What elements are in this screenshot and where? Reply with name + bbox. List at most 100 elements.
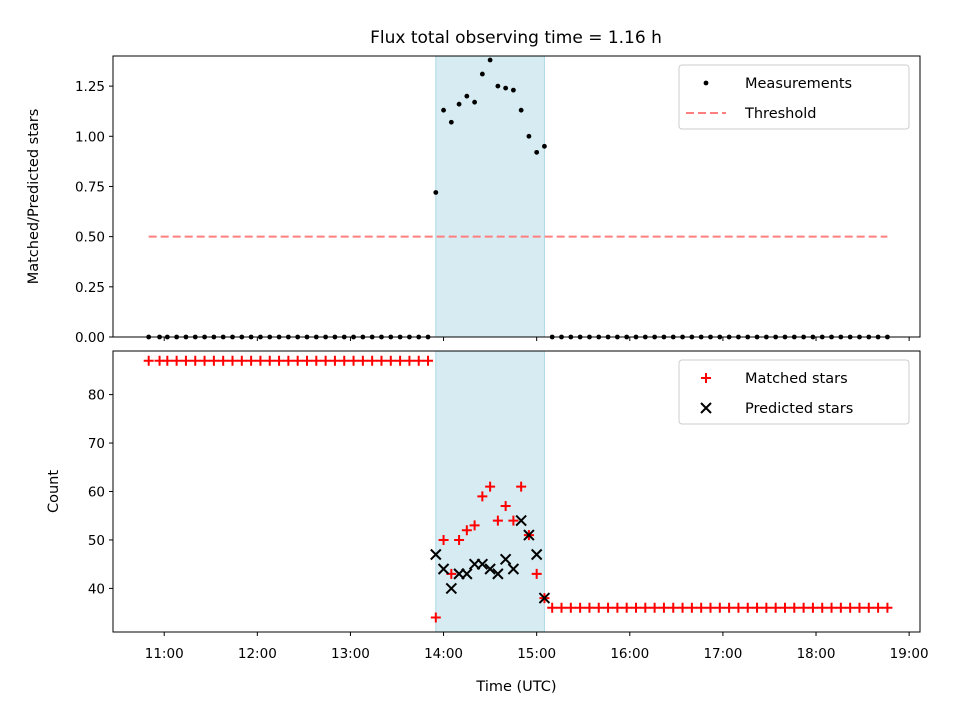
series-matched-stars [143,355,893,623]
predicted-point [461,568,473,580]
matched-point [649,602,660,613]
matched-point [190,355,201,366]
measurement-point [433,190,439,195]
legend-box [678,64,910,130]
x-tick-label: 11:00 [145,646,184,662]
panel-1: 0.00 0.25 0.50 0.75 1.00 1.25 Matched/Predicte… [26,55,921,346]
predicted-point [515,514,527,527]
measurement-point [503,85,509,91]
predicted-point [484,563,496,575]
matched-point [584,602,595,613]
predicted-point [499,553,512,566]
x-tick-label: 13:00 [331,646,370,662]
matched-point [789,602,800,613]
matched-point [255,355,266,366]
matched-point [612,602,623,613]
y-tick-label: 50 [88,533,105,549]
measurement-point [542,143,547,149]
matched-point [171,355,182,366]
matched-point [807,602,818,613]
predicted-point [538,592,551,604]
matched-point [500,501,511,512]
measurement-point [518,107,524,113]
matched-point [603,602,614,613]
matched-point [385,355,396,366]
legend-label: Measurements [745,76,852,92]
matched-point [863,602,874,613]
x-tick-label: 15:00 [517,646,556,662]
matched-point [423,355,434,366]
matched-point [668,602,679,613]
matched-point [630,602,641,613]
predicted-point [530,548,543,561]
measurement-point [534,149,540,155]
matched-point [779,602,790,613]
matched-point [199,355,210,366]
legend-label: Predicted stars [745,401,853,417]
matched-point [367,355,378,366]
matched-point [640,602,651,613]
matched-point [477,491,488,502]
measurement-point [479,71,485,77]
axes-frame [112,55,921,338]
observing-span [435,55,545,338]
matched-point [770,602,781,613]
x-tick-label: 17:00 [703,646,742,662]
matched-point [516,481,527,492]
matched-point [531,568,542,579]
y-axis-title: Count [46,470,62,513]
matched-point [817,602,828,613]
x-tick-label: 18:00 [797,646,836,662]
matched-point [292,355,303,366]
matched-point [395,355,406,366]
matched-point [696,602,707,613]
matched-point [357,355,368,366]
predicted-point [430,548,442,561]
matched-point [621,602,632,613]
y-tick-label: 60 [88,485,105,501]
matched-point [593,602,604,613]
matched-point [404,355,415,366]
series-measurements [146,57,890,340]
matched-point [438,534,449,545]
matched-point [854,602,865,613]
matched-point [413,355,424,366]
y-tick-label: 80 [88,388,105,404]
matched-point [236,355,247,366]
predicted-point [507,563,520,575]
matched-point [761,602,772,613]
matched-point [733,602,744,613]
series-predicted-stars [430,514,551,604]
legend-marker [701,373,711,383]
matched-point [873,602,884,613]
measurement-point [510,87,516,93]
matched-point [724,602,735,613]
measurement-point [464,93,470,99]
matched-point [430,612,441,623]
x-axis-title: Time (UTC) [475,679,556,695]
legend-label: Threshold [744,106,816,122]
measurement-point [472,99,477,105]
x-tick-label: 16:00 [610,646,649,662]
matched-point [208,355,219,366]
legend-label: Matched stars [745,371,848,387]
y-tick-label: 40 [88,581,105,597]
matched-point [162,355,173,366]
legend-marker [700,402,712,414]
matched-point [274,355,285,366]
matched-point [845,602,856,613]
y-tick-label: 0.50 [75,230,105,246]
predicted-point [492,568,504,580]
matched-point [798,602,809,613]
y-tick-label: 0.25 [75,280,105,296]
matched-point [348,355,359,366]
matched-point [508,515,519,526]
measurement-point [487,57,493,63]
y-tick-label: 0.75 [75,179,105,195]
matched-point [752,602,763,613]
panel-2: 40 50 60 70 80 11:00 12:00 13:00 14:00 15:00 16:00… [46,350,929,695]
predicted-point [476,558,489,570]
matched-point [882,602,893,613]
matched-point [246,355,257,366]
